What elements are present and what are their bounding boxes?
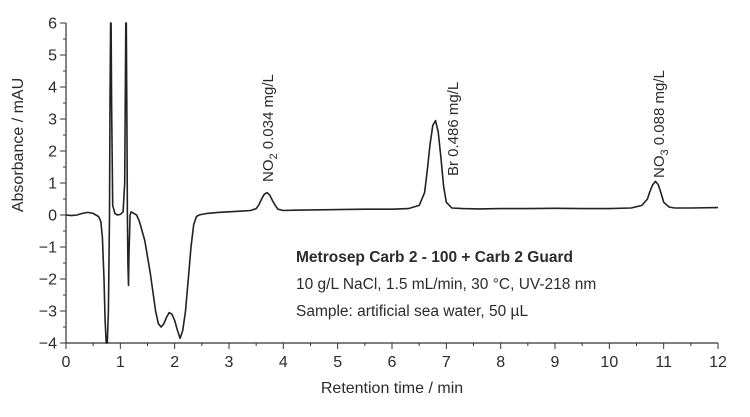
y-tick-label: −1	[39, 240, 57, 257]
peak-label-value: 0.034 mg/L	[260, 74, 277, 153]
y-tick-label: 0	[48, 208, 57, 225]
y-tick-label: 4	[48, 80, 57, 97]
y-tick-label: 3	[48, 112, 57, 129]
axes	[65, 23, 718, 344]
peak-label-br: Br 0.486 mg/L	[445, 82, 462, 176]
y-axis-title: Absorbance / mAU	[10, 78, 27, 212]
y-tick-label: −4	[39, 336, 57, 353]
x-tick-label: 2	[170, 354, 179, 371]
y-tick-label: 1	[48, 176, 57, 193]
x-tick-label: 6	[388, 354, 397, 371]
peak-label-no2: NO2 0.034 mg/L	[260, 74, 280, 182]
x-tick-label: 12	[709, 354, 727, 371]
x-tick-label: 3	[225, 354, 234, 371]
y-tick-label: 6	[48, 16, 57, 33]
info-box: Metrosep Carb 2 - 100 + Carb 2 Guard 10 …	[296, 249, 596, 320]
x-tick-label: 4	[279, 354, 288, 371]
y-tick-label: 5	[48, 48, 57, 65]
series-layer	[66, 22, 718, 344]
x-tick-label: 1	[116, 354, 125, 371]
x-tick-label: 11	[655, 354, 672, 371]
x-tick-label: 9	[551, 354, 560, 371]
peak-label-main: Br	[445, 161, 462, 176]
peak-label-subscript: 3	[659, 149, 671, 155]
y-tick-label: 2	[48, 144, 57, 161]
series-line-0	[66, 22, 718, 344]
info-box-line-1: 10 g/L NaCl, 1.5 mL/min, 30 °C, UV-218 n…	[296, 276, 596, 293]
y-tick-label: −3	[39, 304, 57, 321]
info-box-line-2: Sample: artificial sea water, 50 µL	[296, 303, 528, 320]
y-tick-label: −2	[39, 272, 57, 289]
x-axis-title: Retention time / min	[321, 380, 463, 397]
peak-label-main: NO	[651, 156, 668, 179]
x-tick-label: 8	[496, 354, 505, 371]
x-tick-label: 7	[442, 354, 451, 371]
peak-label-main: NO	[260, 160, 277, 183]
peak-label-no3: NO3 0.088 mg/L	[651, 70, 671, 178]
peak-label-value: 0.088 mg/L	[651, 70, 668, 149]
peak-label-value: 0.486 mg/L	[445, 82, 462, 161]
info-box-title: Metrosep Carb 2 - 100 + Carb 2 Guard	[296, 249, 573, 266]
peak-label-subscript: 2	[268, 153, 280, 159]
x-tick-label: 0	[62, 354, 71, 371]
x-tick-label: 10	[600, 354, 618, 371]
x-tick-label: 5	[333, 354, 342, 371]
